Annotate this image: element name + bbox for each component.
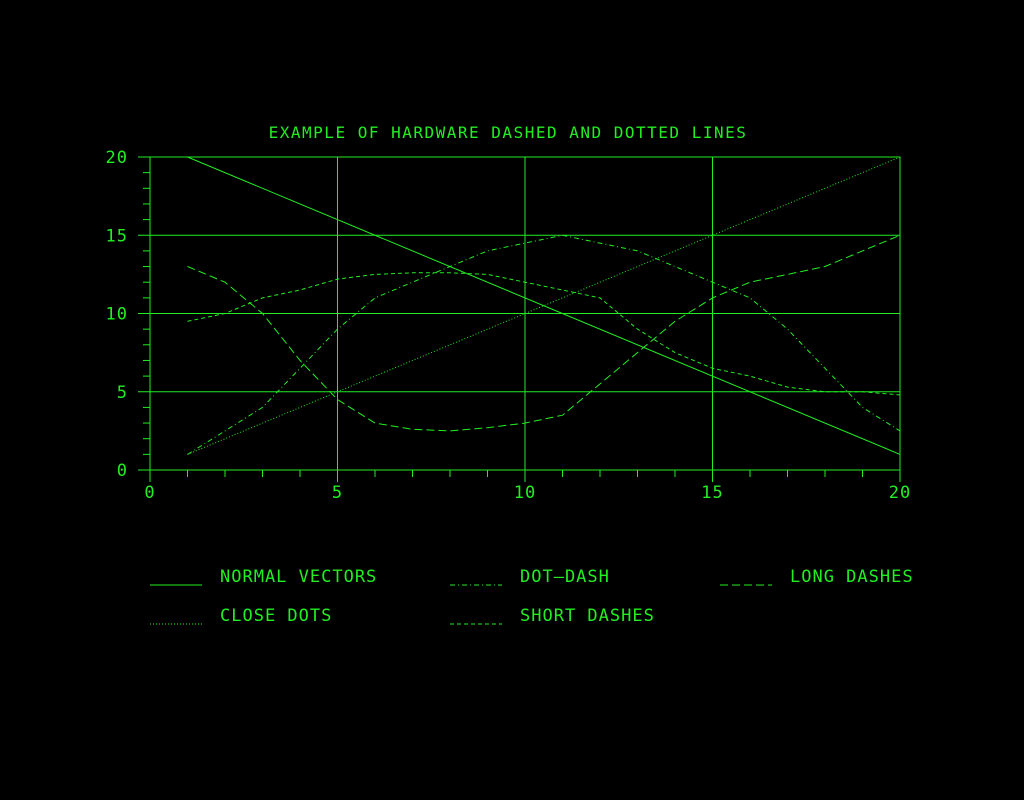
legend-label-close-dots: CLOSE DOTS bbox=[220, 606, 332, 626]
x-tick-label: 5 bbox=[332, 483, 343, 503]
series-line-long-dashes bbox=[187, 234, 901, 432]
x-tick-label: 20 bbox=[889, 483, 911, 503]
y-tick-label: 20 bbox=[106, 148, 128, 168]
legend-label-dot-dash: DOT—DASH bbox=[520, 567, 610, 587]
legend-label-long-dashes: LONG DASHES bbox=[790, 567, 914, 587]
grid-lines bbox=[150, 157, 900, 470]
series-line-short-dashes bbox=[187, 272, 901, 396]
x-tick-label: 0 bbox=[144, 483, 155, 503]
chart-title: EXAMPLE OF HARDWARE DASHED AND DOTTED LI… bbox=[269, 123, 748, 142]
series-line-dot-dash bbox=[187, 234, 901, 455]
legend: NORMAL VECTORS DOT—DASH LONG DASHES CLOSE D… bbox=[150, 567, 914, 626]
legend-label-normal-vectors: NORMAL VECTORS bbox=[220, 567, 377, 587]
y-tick-label: 10 bbox=[106, 305, 128, 325]
y-tick-label: 5 bbox=[117, 383, 128, 403]
y-tick-label: 0 bbox=[117, 461, 128, 481]
y-tick-label: 15 bbox=[106, 226, 128, 246]
x-tick-label: 10 bbox=[514, 483, 536, 503]
x-tick-label: 15 bbox=[701, 483, 723, 503]
series-lines bbox=[187, 156, 901, 455]
series-line-normal-vectors bbox=[187, 156, 901, 455]
axes: 0 5 10 15 20 0 5 10 15 20 bbox=[106, 148, 911, 503]
legend-label-short-dashes: SHORT DASHES bbox=[520, 606, 655, 626]
